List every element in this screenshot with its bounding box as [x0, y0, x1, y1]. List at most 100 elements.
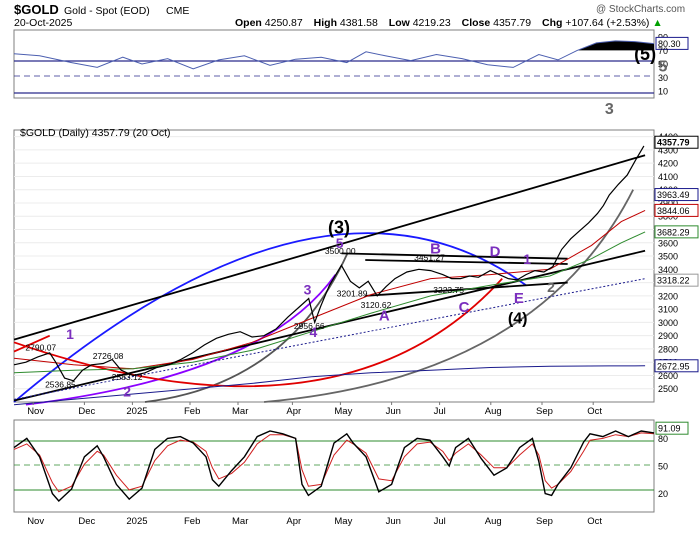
price-level-value: 3844.06 — [657, 206, 690, 216]
price-level-value: 4357.79 — [657, 138, 690, 148]
rsi-top-tick: 50 — [658, 60, 668, 70]
price-tick-label: 3600 — [658, 238, 678, 248]
rsi-signal-line — [13, 432, 655, 493]
rsi-top-value-box — [655, 36, 689, 50]
ohlc-row: Open 4250.87 High 4381.58 Low 4219.23 Cl… — [235, 17, 663, 29]
trendline — [13, 154, 646, 341]
price-tick-label: 2900 — [658, 331, 678, 341]
bottom-date-label: Nov — [27, 516, 44, 527]
price-level-box — [654, 273, 699, 287]
exchange-label: CME — [166, 5, 189, 17]
date-tick-label: May — [334, 406, 352, 417]
wave-label: C — [459, 299, 470, 316]
price-annotation: 3201.89 — [337, 289, 368, 299]
price-tick-label: 2500 — [658, 384, 678, 394]
date-axis: Nov Dec 2025 Feb Mar Apr May Jun Jul Aug Sep Oct — [27, 402, 602, 417]
price-annotation: 3500.00 — [325, 246, 356, 256]
wave-label: 3 — [605, 101, 614, 118]
date-tick-label: Sep — [536, 406, 553, 417]
rsi-top-tick: 30 — [658, 73, 668, 83]
wave-label: E — [514, 290, 524, 307]
price-annotation: 3223.75 — [433, 285, 464, 295]
rsi-top-tick: 80.30 — [658, 39, 681, 49]
rsi-top-panel — [13, 29, 655, 99]
price-tick-label: 3400 — [658, 265, 678, 275]
projection-curve — [25, 274, 337, 406]
price-annotations: 2790.07 2726.08 2536.85 2583.12 2956.66 3500.… — [25, 246, 464, 389]
bottom-date-label: Dec — [78, 516, 95, 527]
moving-average-line — [13, 231, 646, 374]
date-tick-label: Dec — [78, 406, 95, 417]
wave-label: 3 — [304, 282, 312, 298]
price-annotation: 2536.85 — [45, 379, 76, 389]
price-tick-label: 2800 — [658, 344, 678, 354]
rsi-bottom-tick: 91.09 — [658, 424, 681, 434]
wave-label: (5) — [634, 44, 656, 64]
price-panel: 2790.07 2726.08 2536.85 2583.12 2956.66 3500.… — [13, 44, 667, 406]
bottom-date-label: Aug — [485, 516, 502, 527]
price-tick-label: 4200 — [658, 159, 678, 169]
price-level-labels: 4357.79 3963.49 3844.06 3682.29 3318.22 2672.… — [654, 135, 699, 373]
price-level-box — [654, 359, 699, 373]
price-annotation: 3451.27 — [414, 253, 445, 263]
date-tick-label: Apr — [286, 406, 301, 417]
bottom-date-label: Jul — [434, 516, 446, 527]
bottom-date-label: Mar — [232, 516, 248, 527]
rsi-top-tick: 70 — [658, 46, 668, 56]
date-tick-label: Jul — [434, 406, 446, 417]
price-level-box — [654, 135, 699, 149]
projection-curve — [13, 334, 51, 353]
projection-curve — [13, 232, 527, 403]
date-tick-label: Nov — [27, 406, 44, 417]
price-tick-label: 3500 — [658, 252, 678, 262]
price-tick-label: 4300 — [658, 145, 678, 155]
date-tick-label: Oct — [587, 406, 602, 417]
bottom-date-axis: Nov Dec 2025 Feb Mar Apr May Jun Jul Aug Sep Oct — [27, 516, 602, 527]
price-tick-label: 3200 — [658, 291, 678, 301]
date-tick-label: Aug — [485, 406, 502, 417]
price-level-value: 2672.95 — [657, 361, 690, 371]
wave-label: 2 — [547, 279, 555, 295]
wave-label: (3) — [328, 217, 350, 237]
bottom-date-label: Feb — [184, 516, 200, 527]
rsi-bottom-panel — [13, 419, 655, 513]
rsi-bottom-tick: 50 — [658, 462, 668, 472]
bottom-date-label: Jun — [386, 516, 401, 527]
date-tick-label: Feb — [184, 406, 200, 417]
price-level-box — [654, 203, 699, 217]
bottom-date-label: 2025 — [126, 516, 147, 527]
date-tick-label: Jun — [386, 406, 401, 417]
wave-label: 1 — [523, 251, 531, 267]
rsi-bottom-tick: 20 — [658, 489, 668, 499]
wave-label: 5 — [336, 235, 344, 251]
bottom-date-label: Sep — [536, 516, 553, 527]
trendline — [341, 252, 568, 260]
projection-curves — [13, 189, 634, 406]
wave-label: 5 — [658, 59, 667, 76]
bottom-date-label: Apr — [286, 516, 301, 527]
trendline — [365, 259, 568, 265]
ticker-label: $GOLD — [14, 2, 59, 17]
price-level-box — [654, 225, 699, 239]
date-tick-label: 2025 — [126, 406, 147, 417]
price-tick-label: 4100 — [658, 172, 678, 182]
wave-label: 4 — [310, 324, 318, 340]
price-level-value: 3963.49 — [657, 190, 690, 200]
wave-label: 1 — [66, 326, 74, 342]
header-date: 20-Oct-2025 — [14, 17, 73, 29]
price-level-box — [654, 188, 699, 202]
instrument-name: Gold - Spot (EOD) — [64, 5, 150, 17]
moving-averages — [13, 209, 646, 406]
bottom-date-label: Oct — [587, 516, 602, 527]
price-annotation: 2583.12 — [112, 372, 143, 382]
trendline — [13, 278, 646, 400]
wave-label: 2 — [123, 384, 131, 400]
projection-curve — [144, 253, 349, 403]
rsi-bottom-value-box — [655, 421, 689, 435]
price-annotation: 2956.66 — [294, 321, 325, 331]
watermark: @ StockCharts.com — [596, 4, 685, 15]
